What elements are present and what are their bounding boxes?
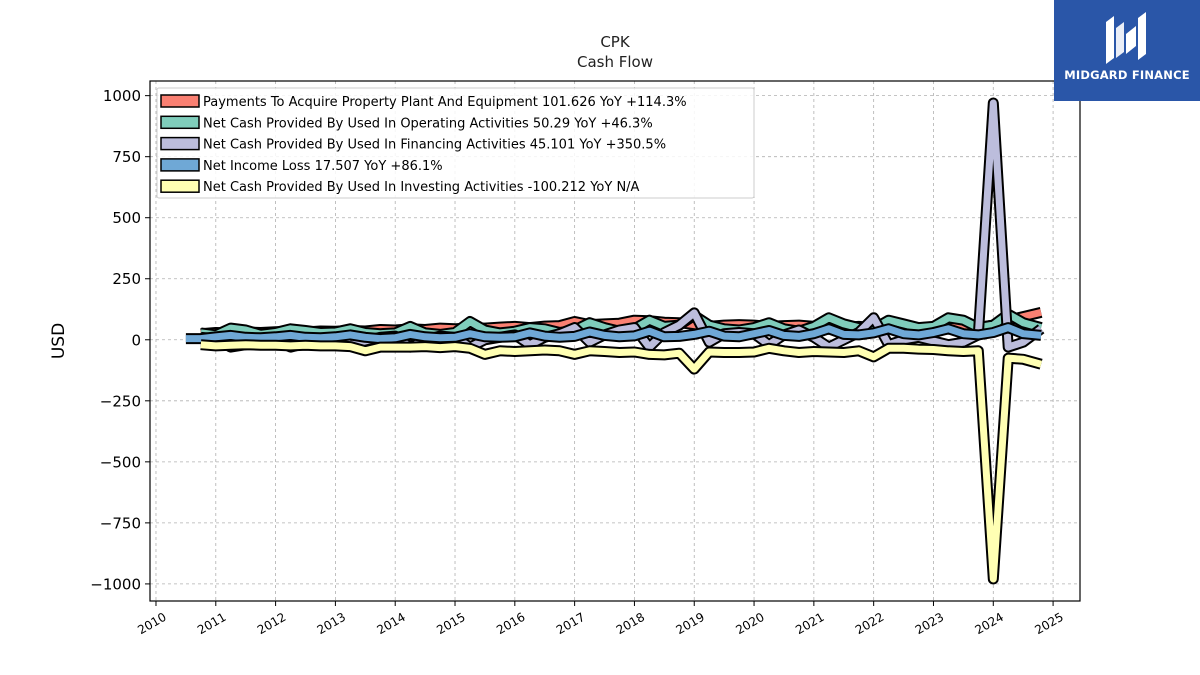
x-tick-label: 2022: [853, 610, 886, 637]
series-line: [200, 339, 1043, 585]
brand-badge: MIDGARD FINANCE: [1054, 0, 1200, 101]
x-tick-label: 2012: [255, 610, 288, 637]
legend-swatch: [160, 115, 200, 130]
x-tick-label: 2023: [913, 610, 946, 637]
x-tick-label: 2025: [1032, 610, 1065, 637]
y-tick-label: −250: [100, 392, 141, 410]
x-tick-label: 2017: [554, 610, 587, 637]
x-tick-label: 2024: [973, 610, 1006, 637]
x-tick-label: 2014: [374, 610, 407, 637]
legend-swatch: [160, 158, 200, 172]
legend-box: [156, 87, 755, 199]
series-line: [185, 322, 1042, 345]
legend-swatch: [160, 94, 200, 108]
midgard-logo-icon: [1106, 12, 1146, 64]
x-tick-label: 2019: [674, 610, 707, 637]
y-tick-label: 500: [112, 209, 141, 227]
legend-entry: Net Income Loss 17.507 YoY +86.1%: [203, 159, 443, 174]
series-band: [200, 341, 1043, 583]
legend: Payments To Acquire Property Plant And E…: [156, 87, 755, 199]
x-tick-label: 2010: [135, 610, 168, 637]
y-tick-label: 1000: [103, 87, 141, 105]
x-tick-label: 2021: [793, 610, 826, 637]
x-tick-label: 2013: [315, 610, 348, 637]
x-tick-label: 2018: [614, 610, 647, 637]
y-axis-label: USD: [49, 323, 69, 359]
legend-entry: Net Cash Provided By Used In Financing A…: [203, 138, 666, 153]
legend-entry: Payments To Acquire Property Plant And E…: [203, 95, 687, 110]
x-tick-label: 2015: [434, 610, 467, 637]
legend-entry: Net Cash Provided By Used In Investing A…: [203, 180, 640, 195]
plot-area-frame: [149, 80, 1081, 602]
y-tick-label: 750: [112, 148, 141, 166]
legend-entry: Net Cash Provided By Used In Operating A…: [203, 116, 653, 131]
series-band: [185, 324, 1042, 343]
y-tick-label: −1000: [90, 575, 141, 593]
y-tick-label: 250: [112, 270, 141, 288]
brand-name: MIDGARD FINANCE: [1064, 68, 1190, 82]
y-tick-label: 0: [131, 331, 141, 349]
legend-swatch: [160, 179, 200, 193]
y-tick-label: −750: [100, 514, 141, 532]
legend-swatch: [160, 136, 200, 151]
x-tick-label: 2020: [733, 610, 766, 637]
y-tick-label: −500: [100, 453, 141, 471]
chart-subtitle: Cash Flow: [577, 53, 653, 71]
x-tick-label: 2011: [195, 610, 228, 637]
chart-title: CPK: [600, 33, 630, 51]
x-tick-label: 2016: [494, 610, 527, 637]
